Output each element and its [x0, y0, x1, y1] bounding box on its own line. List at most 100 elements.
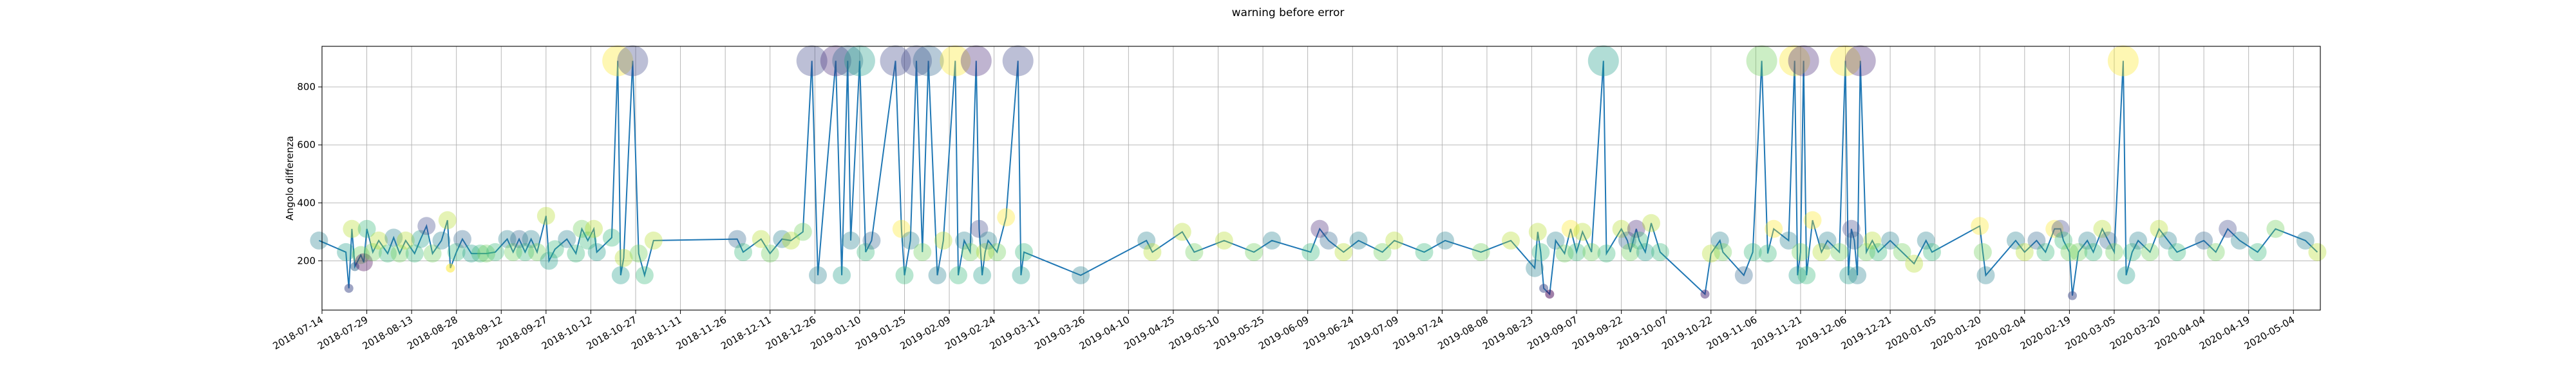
data-point	[585, 219, 603, 238]
data-point	[1582, 243, 1601, 261]
data-point	[1472, 243, 1490, 261]
x-tick-label: 2020-01-05	[1884, 314, 1938, 352]
data-point	[2230, 231, 2249, 250]
chart-title: warning before error	[1232, 6, 1345, 19]
x-tick-label: 2019-06-09	[1256, 314, 1311, 352]
data-point	[752, 230, 770, 248]
x-tick-label: 2019-02-09	[898, 314, 953, 352]
x-axis: 2018-07-142018-07-292018-08-132018-08-28…	[270, 310, 2297, 352]
x-tick-label: 2019-09-22	[1570, 314, 1625, 352]
x-tick-label: 2019-08-08	[1435, 314, 1490, 352]
x-tick-label: 2019-12-21	[1839, 314, 1894, 352]
data-point	[522, 230, 540, 248]
x-tick-label: 2019-03-11	[988, 314, 1043, 352]
data-point	[1555, 244, 1574, 263]
y-tick-label: 800	[297, 81, 316, 93]
x-tick-label: 2018-08-13	[361, 314, 415, 352]
data-point	[578, 231, 597, 250]
data-point	[504, 243, 522, 261]
data-point	[988, 243, 1007, 261]
data-point	[432, 231, 451, 250]
data-point	[1334, 243, 1353, 261]
data-point	[2027, 231, 2046, 250]
data-point	[602, 228, 621, 247]
data-point	[1531, 243, 1550, 261]
data-point	[1651, 243, 1669, 261]
x-tick-label: 2019-10-22	[1660, 314, 1714, 352]
data-point	[1349, 231, 1368, 250]
data-point	[1791, 243, 1810, 261]
x-tick-label: 2019-07-24	[1391, 314, 1446, 352]
data-point	[949, 266, 967, 284]
data-point	[1618, 231, 1636, 250]
y-axis: 200 400 600 800	[297, 81, 322, 266]
data-point	[913, 45, 944, 77]
data-point	[644, 231, 663, 250]
data-point	[809, 266, 827, 284]
data-point	[1072, 266, 1090, 284]
data-point	[486, 243, 504, 261]
x-tick-label: 2018-07-29	[316, 314, 370, 352]
x-tick-label: 2020-05-04	[2242, 314, 2297, 352]
data-point	[423, 244, 442, 263]
data-point	[1893, 243, 1911, 261]
data-point	[2107, 45, 2139, 77]
data-point	[1701, 244, 1720, 263]
data-point	[2084, 243, 2103, 261]
data-point	[370, 231, 388, 250]
data-point	[2117, 266, 2136, 284]
data-point	[558, 230, 576, 248]
data-point	[728, 230, 746, 248]
x-tick-label: 2019-03-26	[1032, 314, 1087, 352]
data-point	[2123, 243, 2141, 261]
data-point	[1788, 45, 1819, 77]
data-point	[1546, 231, 1565, 250]
data-point	[793, 223, 812, 241]
data-point	[516, 243, 535, 261]
data-point	[1621, 243, 1640, 261]
data-point	[540, 252, 558, 270]
data-point	[833, 266, 851, 284]
data-point	[510, 230, 529, 248]
data-point	[1373, 243, 1392, 261]
data-point	[1636, 243, 1654, 261]
x-tick-label: 2020-04-04	[2153, 314, 2208, 352]
data-point	[2093, 219, 2112, 238]
data-point	[960, 45, 992, 77]
data-point	[1818, 231, 1837, 250]
x-tick-label: 2019-05-10	[1167, 314, 1222, 352]
data-point	[1526, 259, 1544, 277]
data-point	[1143, 243, 1162, 261]
data-point	[1905, 254, 1924, 273]
data-point	[961, 243, 980, 261]
plot-frame	[321, 46, 2321, 311]
x-tick-label: 2018-11-11	[629, 314, 684, 352]
data-point	[2195, 231, 2213, 250]
x-tick-label: 2020-03-05	[2063, 314, 2117, 352]
data-point	[892, 219, 911, 238]
data-point	[1320, 231, 1338, 250]
x-tick-label: 2019-07-09	[1346, 314, 1401, 352]
data-point	[363, 243, 382, 261]
data-point	[1436, 231, 1454, 250]
x-tick-label: 2019-08-23	[1481, 314, 1535, 352]
x-tick-label: 2019-01-10	[808, 314, 863, 352]
data-point	[1844, 45, 1876, 77]
data-point	[1788, 266, 1807, 284]
data-point	[1971, 217, 1989, 235]
data-point	[734, 243, 752, 261]
data-point	[635, 266, 654, 284]
data-point	[1642, 214, 1660, 232]
data-point	[2296, 231, 2315, 250]
data-point	[2105, 243, 2123, 261]
x-tick-label: 2019-10-07	[1615, 314, 1670, 352]
x-tick-label: 2018-10-12	[540, 314, 594, 352]
data-point	[2099, 231, 2117, 250]
data-point	[1779, 45, 1810, 77]
data-point	[2068, 291, 2077, 300]
y-tick-label: 600	[297, 139, 316, 151]
x-tick-label: 2019-02-24	[943, 314, 998, 352]
data-point	[354, 253, 373, 271]
data-point	[1630, 231, 1649, 250]
